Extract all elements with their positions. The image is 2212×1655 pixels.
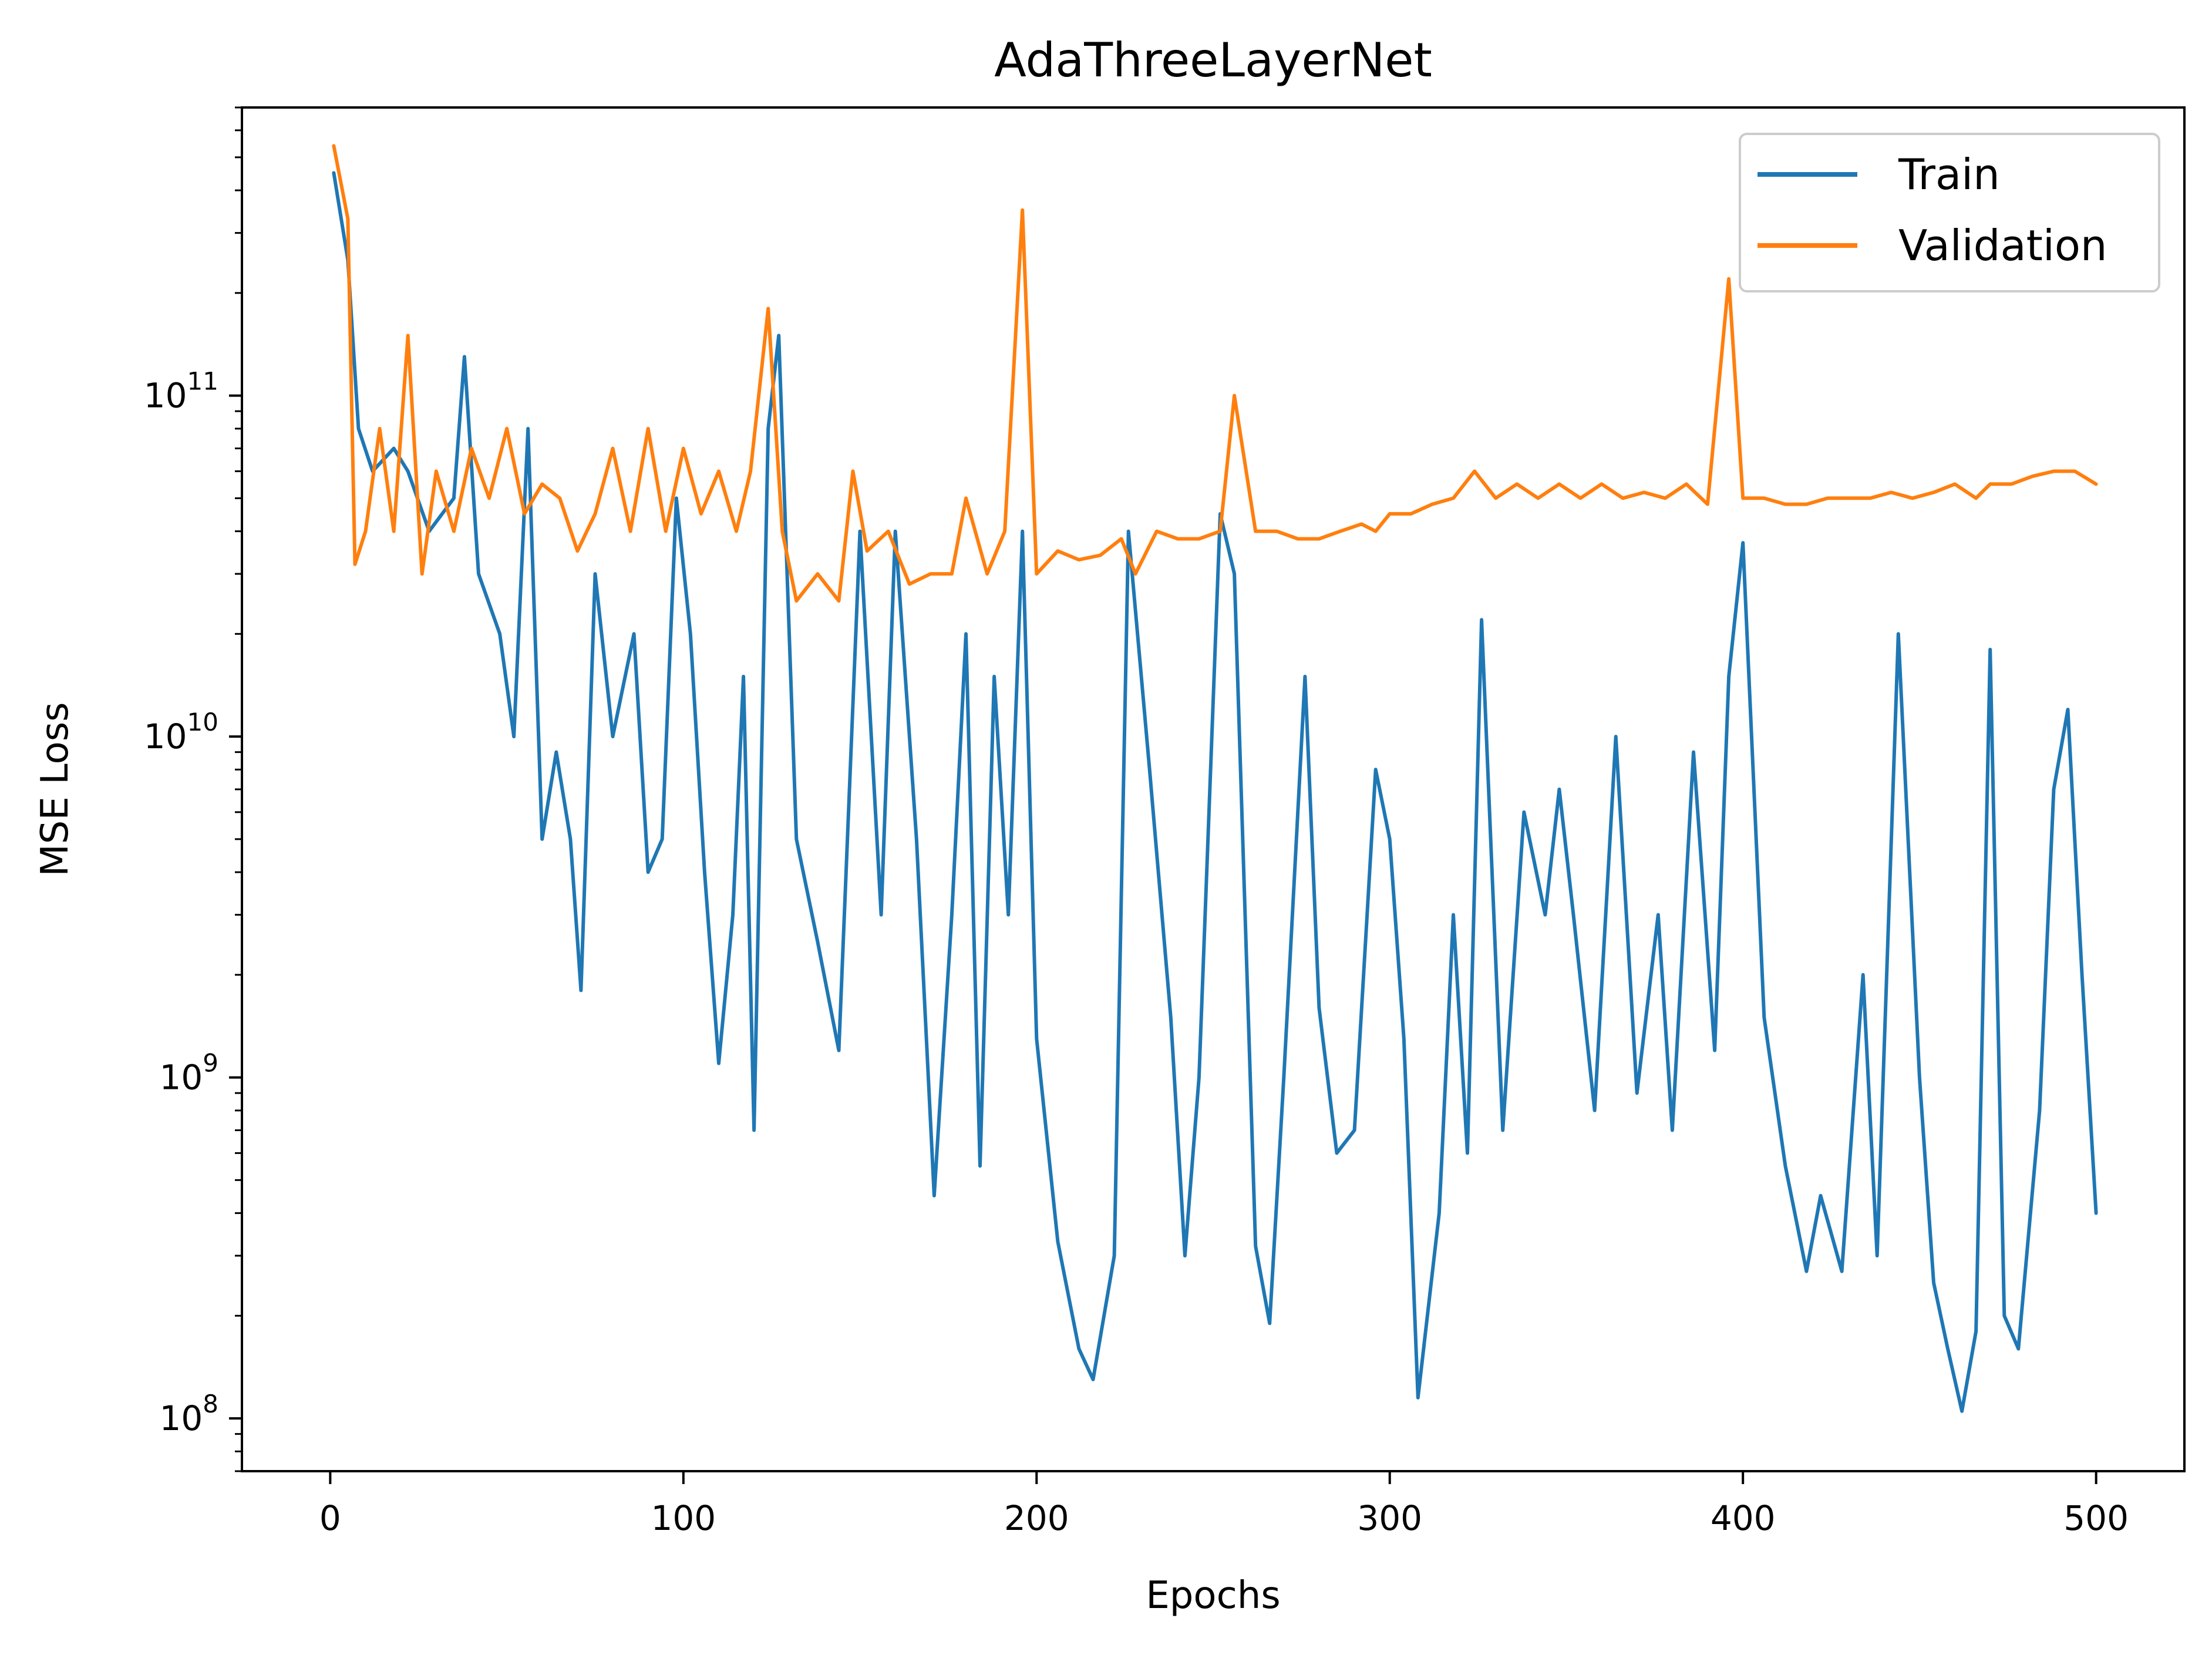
plot-area: 0 100 200 300 400 500 108 109 1010 1011 — [144, 106, 2186, 1538]
x-tick-label: 0 — [319, 1498, 341, 1538]
legend-label-validation: Validation — [1898, 221, 2107, 270]
x-tick-label: 400 — [1711, 1498, 1776, 1538]
y-tick-label: 1011 — [144, 367, 218, 416]
x-axis: 0 100 200 300 400 500 — [319, 1471, 2129, 1538]
x-tick-label: 500 — [2063, 1498, 2129, 1538]
x-axis-label: Epochs — [1146, 1574, 1280, 1617]
y-tick-label: 108 — [159, 1390, 218, 1438]
chart-title: AdaThreeLayerNet — [994, 33, 1432, 88]
legend-label-train: Train — [1898, 150, 2000, 199]
x-tick-label: 100 — [651, 1498, 716, 1538]
y-axis-label: MSE Loss — [33, 702, 77, 877]
x-tick-label: 200 — [1004, 1498, 1069, 1538]
y-axis: 108 109 1010 1011 — [144, 106, 242, 1472]
y-tick-label: 109 — [159, 1049, 218, 1098]
y-tick-label: 1010 — [144, 708, 218, 756]
series-lines — [332, 144, 2098, 1413]
x-tick-label: 300 — [1357, 1498, 1422, 1538]
legend: Train Validation — [1739, 133, 2160, 292]
series-line-train — [332, 171, 2098, 1413]
series-line-validation — [332, 144, 2098, 603]
